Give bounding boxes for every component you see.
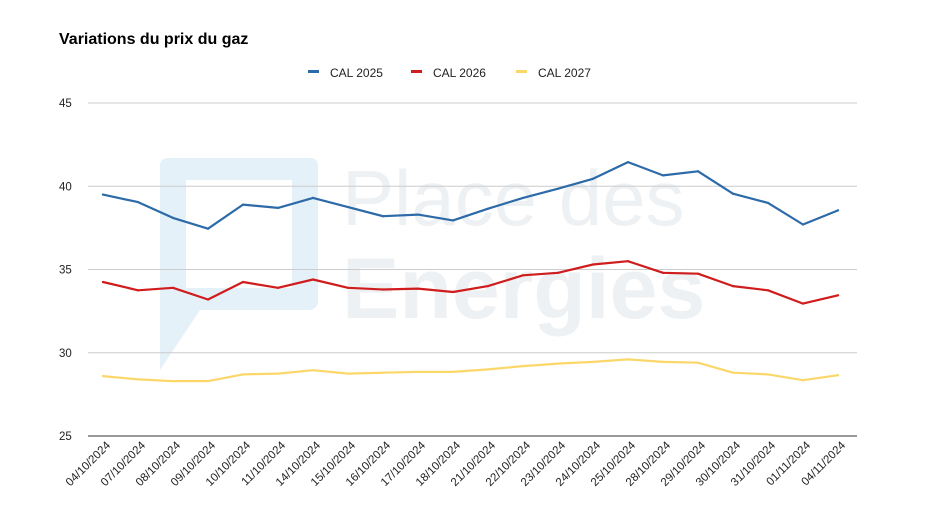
data-point (241, 373, 245, 376)
y-tick-label: 35 (59, 265, 72, 277)
data-point (346, 372, 350, 375)
series-line-cal-2027 (101, 358, 840, 383)
data-point (696, 272, 700, 275)
data-point (801, 379, 805, 382)
watermark-logo-icon (160, 158, 318, 370)
legend: CAL 2025 CAL 2026 CAL 2027 (308, 66, 591, 80)
data-point (206, 227, 210, 230)
data-point (521, 364, 525, 368)
data-point (206, 379, 210, 383)
data-point (766, 373, 770, 376)
legend-label-cal-2025: CAL 2025 (330, 66, 383, 80)
legend-label-cal-2027: CAL 2027 (538, 66, 591, 80)
data-point (276, 206, 280, 209)
data-point (451, 370, 455, 373)
data-point (311, 278, 315, 281)
data-point (276, 372, 280, 375)
data-point (311, 196, 315, 200)
data-point (136, 378, 140, 381)
watermark-line1: Place des (342, 154, 685, 242)
data-point (626, 260, 630, 263)
data-point (241, 203, 245, 206)
data-point (836, 294, 840, 297)
data-point (696, 170, 700, 173)
data-point (661, 271, 665, 274)
legend-swatch-cal-2026 (411, 70, 422, 73)
data-point (241, 280, 245, 284)
y-tick-label: 25 (59, 431, 72, 443)
data-point (836, 209, 840, 212)
data-point (486, 207, 490, 210)
data-point (381, 288, 385, 291)
data-point (346, 205, 350, 209)
data-point (101, 193, 105, 196)
data-point (171, 286, 175, 289)
legend-swatch-cal-2025 (308, 70, 319, 73)
data-point (346, 286, 350, 289)
series-line-cal-2026 (101, 260, 840, 305)
data-point (731, 192, 735, 195)
grid (88, 102, 857, 437)
data-point (556, 187, 560, 190)
data-point (626, 358, 630, 361)
data-point (731, 371, 735, 374)
data-point (451, 219, 455, 222)
data-point (171, 379, 175, 383)
data-point (101, 280, 105, 284)
y-tick-label: 45 (59, 98, 72, 110)
x-axis: 04/10/202407/10/202408/10/202409/10/2024… (64, 439, 849, 489)
data-point (101, 374, 105, 378)
data-point (416, 370, 420, 373)
series-line-cal-2025 (101, 161, 840, 230)
data-point (556, 362, 560, 365)
data-point (206, 298, 210, 301)
data-point (626, 161, 630, 164)
data-point (451, 290, 455, 294)
y-axis: 25 30 35 40 45 (59, 98, 72, 443)
data-point (696, 361, 700, 364)
data-point (521, 196, 525, 200)
data-point (801, 223, 805, 226)
data-point (766, 289, 770, 292)
data-point (766, 201, 770, 204)
data-point (661, 174, 665, 177)
legend-label-cal-2026: CAL 2026 (433, 66, 486, 80)
data-point (836, 374, 840, 377)
data-point (276, 286, 280, 289)
data-point (416, 287, 420, 290)
data-point (521, 274, 525, 277)
data-point (136, 289, 140, 292)
data-point (661, 360, 665, 364)
data-point (136, 200, 140, 204)
data-point (381, 215, 385, 218)
series-lines (101, 161, 840, 383)
data-point (171, 216, 175, 219)
legend-swatch-cal-2027 (516, 70, 527, 73)
y-tick-label: 40 (59, 181, 72, 193)
data-point (486, 285, 490, 288)
data-point (556, 271, 560, 274)
y-tick-label: 30 (59, 348, 72, 360)
chart-title: Variations du prix du gaz (59, 31, 248, 48)
data-point (731, 285, 735, 288)
data-point (591, 177, 595, 180)
data-point (801, 302, 805, 305)
data-point (381, 371, 385, 374)
data-point (311, 369, 315, 372)
data-point (591, 263, 595, 266)
data-point (591, 360, 595, 364)
data-point (486, 368, 490, 371)
data-point (416, 213, 420, 216)
